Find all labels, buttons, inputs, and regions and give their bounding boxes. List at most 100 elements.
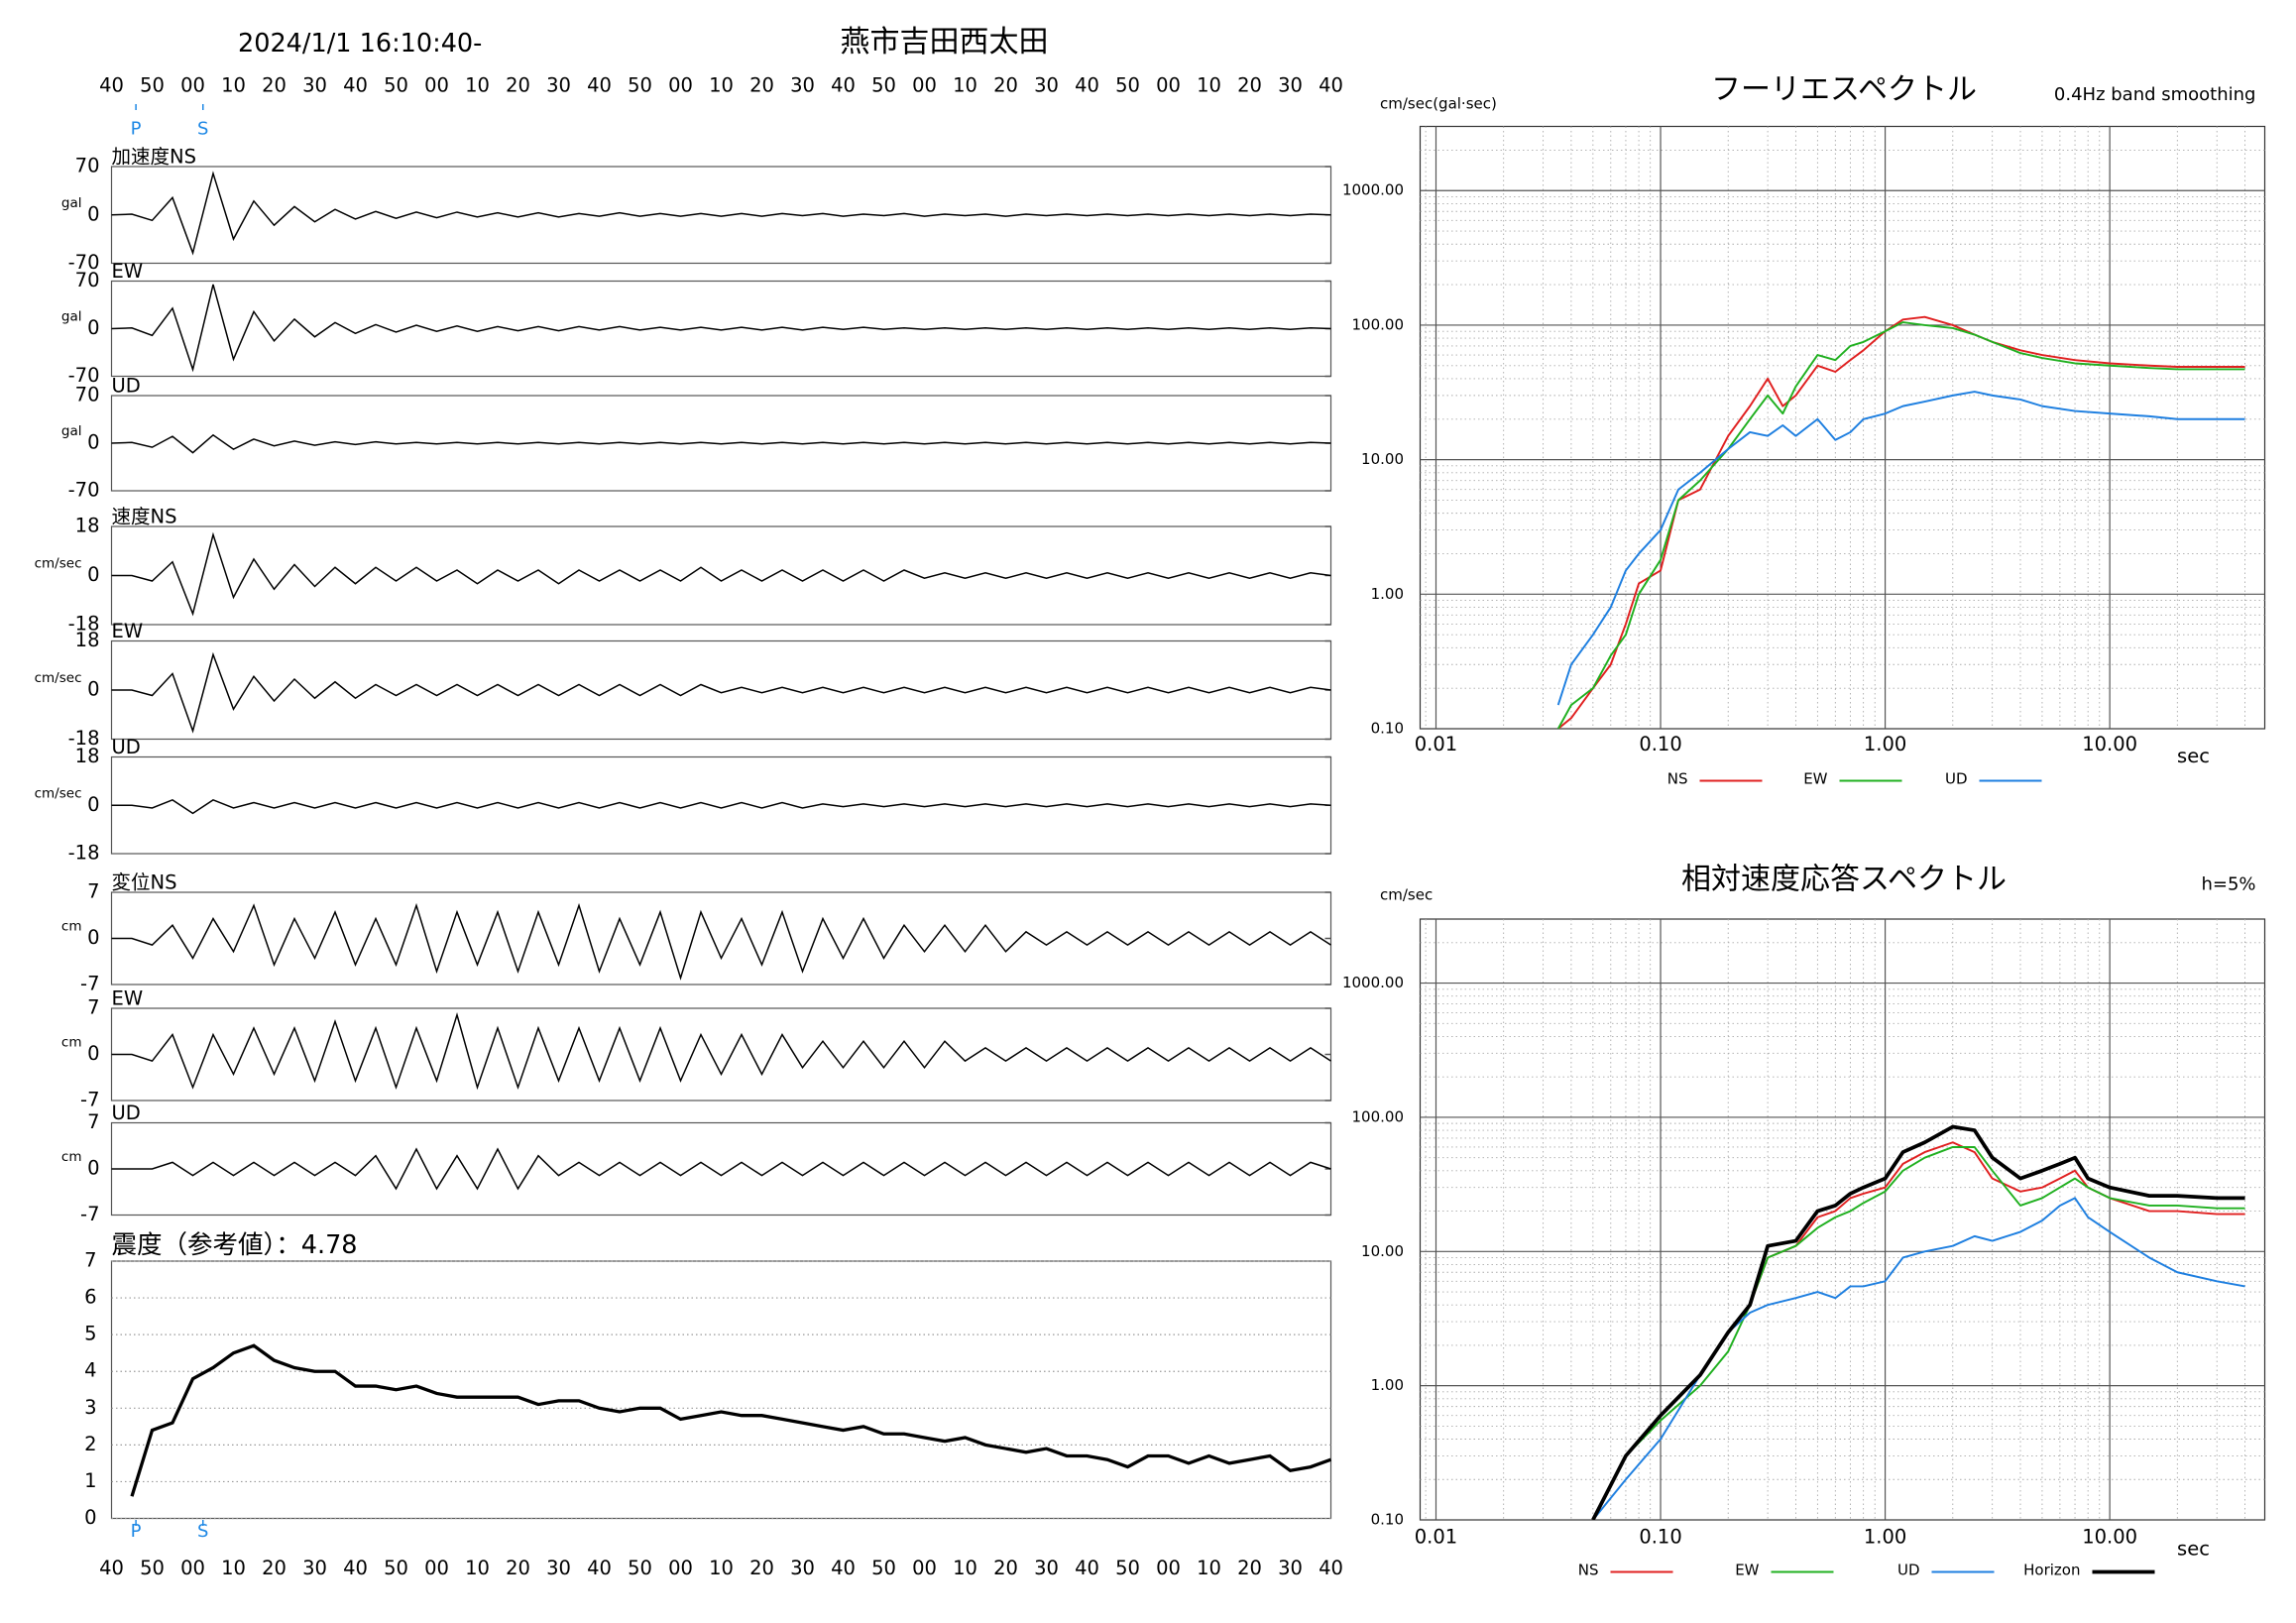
y-tick-label: 1 [84, 1469, 96, 1492]
x-tick-label: 10 [221, 74, 246, 97]
x-tick-label: 00 [1156, 1557, 1181, 1579]
x-tick-label: 40 [831, 74, 856, 97]
panel-title: UD [112, 736, 141, 758]
y-tick-label: 5 [84, 1323, 96, 1345]
legend-label: UD [1945, 770, 1968, 788]
x-tick-label: 30 [1034, 74, 1059, 97]
spectrum-line [1556, 321, 2245, 730]
x-tick-label: 40 [1319, 1557, 1343, 1579]
x-tick-label: 40 [99, 1557, 124, 1579]
x-tick-label: 50 [628, 74, 652, 97]
x-tick-label: 10 [709, 1557, 734, 1579]
spectrum-line [1591, 1141, 2245, 1521]
x-tick-label: 10 [953, 74, 977, 97]
chart-title: 相対速度応答スペクトル [1681, 863, 2007, 897]
x-tick-label: 00 [668, 74, 693, 97]
x-tick-label: 20 [1237, 74, 1262, 97]
chart-title: フーリエスペクトル [1711, 72, 1977, 107]
legend-label: NS [1578, 1562, 1599, 1579]
x-tick-label: 10 [465, 1557, 490, 1579]
x-tick-label: 00 [180, 74, 205, 97]
x-tick-label: 30 [546, 74, 571, 97]
waveform-trace [111, 531, 1331, 617]
x-tick-label: 20 [262, 1557, 287, 1579]
x-tick-label: 10 [221, 1557, 246, 1579]
y-tick-label: 70 [75, 155, 100, 177]
y-tick-label: 1.00 [1371, 1376, 1404, 1394]
waveform-trace [111, 651, 1331, 734]
legend-label: EW [1735, 1562, 1759, 1579]
x-tick-label: 10 [709, 74, 734, 97]
x-tick-label: 1.00 [1864, 733, 1906, 755]
y-tick-label: 0 [87, 1042, 99, 1065]
x-tick-label: 30 [546, 1557, 571, 1579]
y-tick-label: 1000.00 [1342, 974, 1404, 991]
unit-label: gal [61, 195, 82, 211]
x-tick-label: 0.01 [1415, 1526, 1457, 1549]
x-tick-label: 40 [831, 1557, 856, 1579]
panel-title: 速度NS [112, 506, 177, 528]
x-tick-label: 50 [140, 74, 165, 97]
y-tick-label: 3 [84, 1396, 96, 1419]
y-tick-label: -70 [68, 479, 100, 502]
y-axis-label: cm/sec(gal·sec) [1380, 95, 1497, 113]
y-tick-label: 0 [87, 316, 99, 339]
x-tick-label: 40 [1319, 74, 1343, 97]
x-tick-label: 40 [587, 1557, 612, 1579]
x-tick-label: 50 [871, 1557, 896, 1579]
y-tick-label: 7 [87, 996, 99, 1019]
unit-label: cm [61, 1149, 82, 1165]
y-tick-label: 0 [87, 678, 99, 701]
y-tick-label: 0.10 [1371, 1511, 1404, 1529]
panel-title: EW [112, 620, 144, 642]
x-tick-label: 10 [1197, 74, 1221, 97]
x-tick-label: 40 [343, 1557, 368, 1579]
x-tick-label: 40 [1075, 1557, 1099, 1579]
y-tick-label: -18 [68, 842, 100, 865]
y-tick-label: 10.00 [1361, 1242, 1404, 1260]
y-tick-label: 1.00 [1371, 585, 1404, 603]
x-tick-label: 1.00 [1864, 1526, 1906, 1549]
y-tick-label: 0 [87, 563, 99, 586]
y-tick-label: 0 [87, 926, 99, 949]
spectrum-line [1557, 315, 2245, 730]
x-tick-label: 20 [262, 74, 287, 97]
panel-frame [110, 1007, 1332, 1101]
y-tick-label: 1000.00 [1342, 181, 1404, 199]
y-tick-label: 6 [84, 1286, 96, 1309]
x-tick-label: 20 [749, 74, 774, 97]
legend-label: Horizon [2023, 1562, 2080, 1579]
x-tick-label: 0.10 [1639, 1526, 1681, 1549]
x-tick-label: 20 [993, 74, 1018, 97]
legend-label: EW [1803, 770, 1827, 788]
y-tick-label: 7 [87, 1110, 99, 1133]
x-tick-label: 00 [1156, 74, 1181, 97]
x-tick-label: 20 [1237, 1557, 1262, 1579]
y-tick-label: 100.00 [1352, 1107, 1405, 1125]
y-tick-label: 2 [84, 1433, 96, 1455]
y-tick-label: 18 [75, 629, 100, 651]
x-axis-label: sec [2177, 745, 2210, 767]
x-tick-label: 40 [1075, 74, 1099, 97]
x-tick-label: 50 [1115, 1557, 1140, 1579]
panel-title: 加速度NS [112, 146, 196, 169]
x-tick-label: 30 [1278, 74, 1303, 97]
panel-frame [110, 1260, 1332, 1520]
y-tick-label: -7 [80, 1203, 99, 1225]
y-tick-label: 10.00 [1361, 450, 1404, 468]
y-tick-label: 7 [84, 1249, 96, 1272]
x-tick-label: 0.01 [1415, 733, 1457, 755]
spectrum-line [1592, 1197, 2245, 1521]
y-tick-label: 0 [87, 1157, 99, 1180]
unit-label: gal [61, 423, 82, 439]
unit-label: cm [61, 919, 82, 935]
x-tick-label: 10.00 [2082, 733, 2137, 755]
x-tick-label: 10.00 [2082, 1526, 2137, 1549]
spectrum-line [1591, 1124, 2245, 1521]
x-tick-label: 00 [424, 74, 449, 97]
panel-frame [110, 755, 1332, 855]
datetime: 2024/1/1 16:10:40- [238, 29, 482, 58]
waveform-trace [111, 433, 1331, 454]
panel-title: UD [112, 1101, 141, 1124]
waveform-trace [111, 1011, 1331, 1091]
